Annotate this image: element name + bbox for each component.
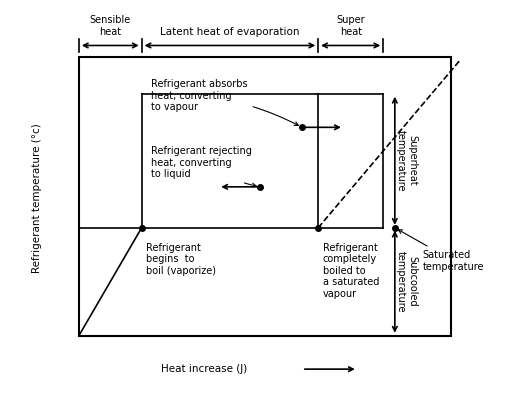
Text: Refrigerant
completely
boiled to
a saturated
vapour: Refrigerant completely boiled to a satur… [323, 243, 379, 299]
Text: Saturated
temperature: Saturated temperature [398, 230, 484, 272]
Text: Latent heat of evaporation: Latent heat of evaporation [160, 27, 300, 37]
Text: Heat increase (J): Heat increase (J) [161, 364, 247, 374]
Text: Superheat
temperature: Superheat temperature [396, 130, 417, 192]
Bar [79, 57, 450, 336]
Text: Refrigerant rejecting
heat, converting
to liquid: Refrigerant rejecting heat, converting t… [151, 146, 256, 187]
Text: Sensible
heat: Sensible heat [90, 15, 131, 37]
Text: Refrigerant
begins  to
boil (vaporize): Refrigerant begins to boil (vaporize) [146, 243, 216, 276]
Text: Super
heat: Super heat [336, 15, 365, 37]
Text: Refrigerant temperature (°c): Refrigerant temperature (°c) [32, 123, 42, 273]
Text: Refrigerant absorbs
heat, converting
to vapour: Refrigerant absorbs heat, converting to … [151, 79, 299, 126]
Text: Subcooled
temperature: Subcooled temperature [396, 251, 417, 312]
